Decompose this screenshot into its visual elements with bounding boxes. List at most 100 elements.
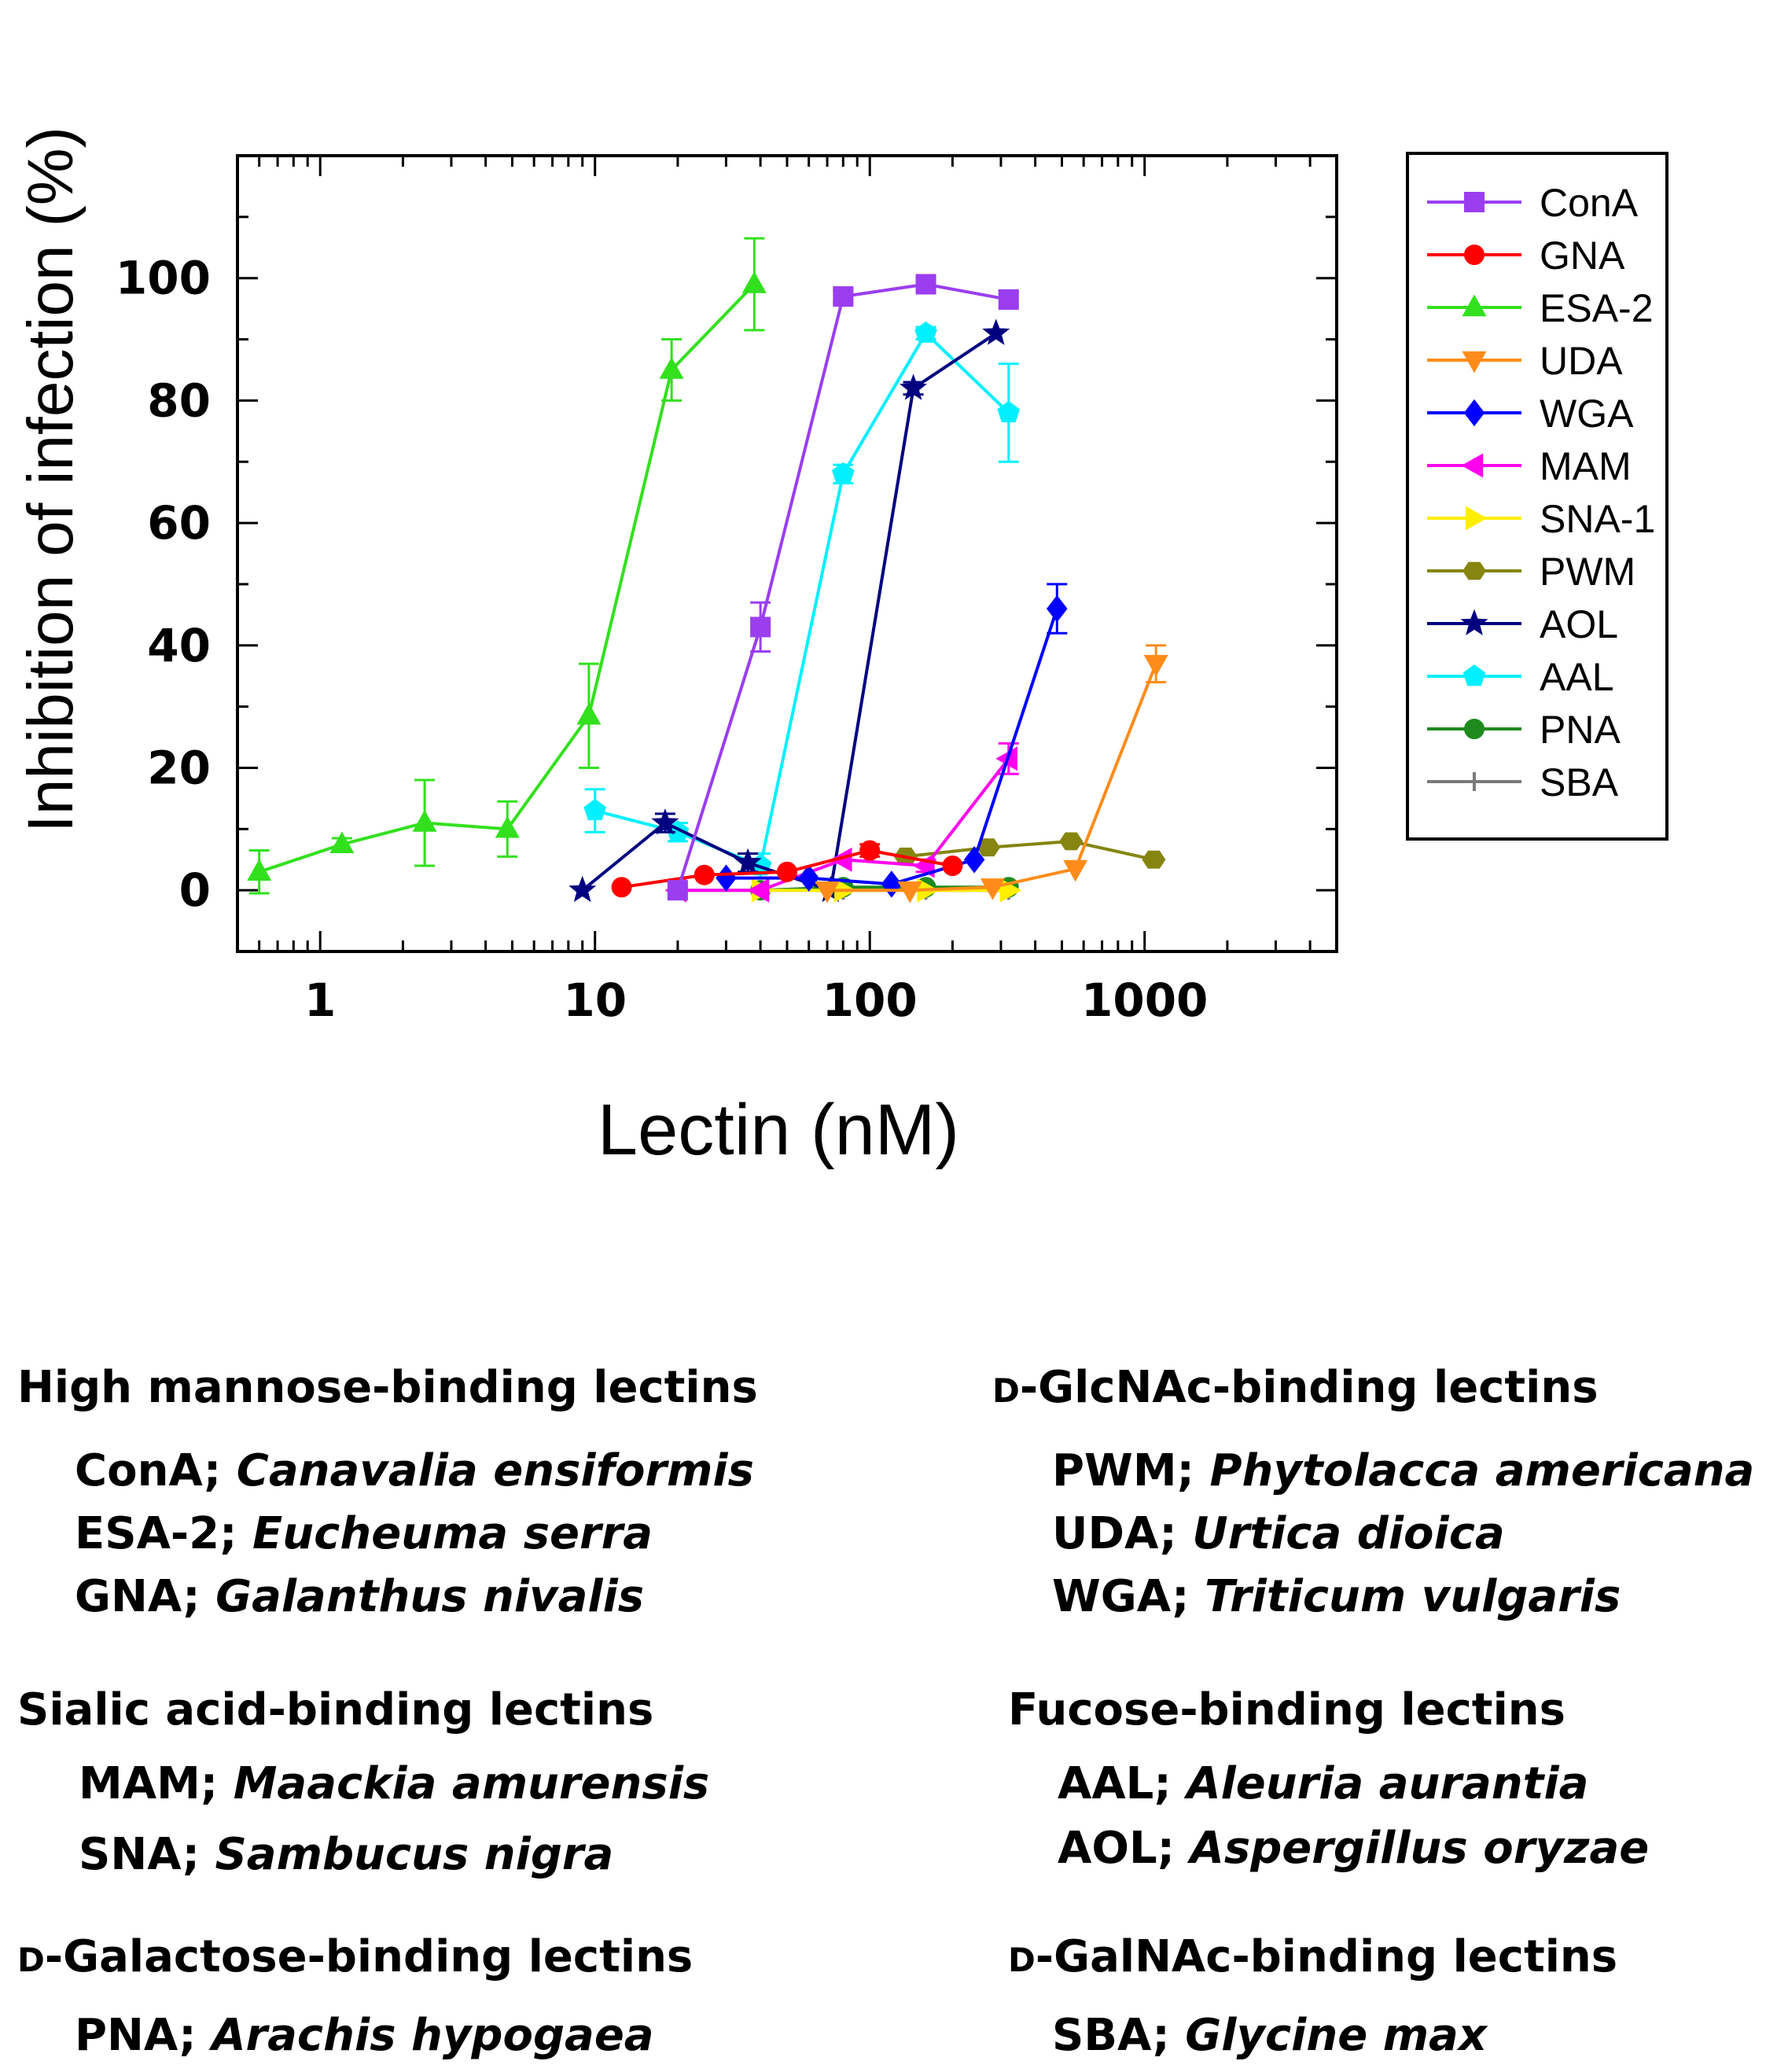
lectin-abbr: ESA-2; — [75, 1508, 253, 1559]
plot-axes: 1 10 100 1000 0 20 40 60 80 100 — [116, 154, 1338, 1027]
species-name: Eucheuma serra — [252, 1508, 653, 1559]
group-item: ConA; Canavalia ensiformis — [75, 1445, 754, 1496]
group-title-glcnac: D-GlcNAc-binding lectins — [992, 1362, 1599, 1413]
species-name: Urtica dioica — [1192, 1508, 1505, 1559]
data-point — [747, 878, 770, 903]
lectin-abbr: UDA; — [1052, 1508, 1193, 1559]
data-point — [568, 875, 597, 903]
group-item: MAM; Maackia amurensis — [79, 1758, 709, 1809]
series-line — [726, 608, 1059, 886]
lectin-abbr: ConA; — [75, 1445, 237, 1496]
legend-entry: WGA — [1427, 392, 1634, 436]
d-prefix: D — [17, 1941, 45, 1979]
species-name: Maackia amurensis — [233, 1758, 710, 1809]
x-tick-label: 100 — [822, 973, 918, 1027]
data-point — [1464, 245, 1485, 265]
lectin-abbr: PWM; — [1052, 1445, 1210, 1496]
legend-label: UDA — [1540, 339, 1623, 383]
data-point — [1463, 399, 1485, 427]
data-point — [651, 808, 679, 835]
lectin-abbr: PNA; — [75, 2010, 212, 2061]
legend-entry: AAL — [1427, 655, 1614, 699]
data-point — [247, 859, 272, 881]
d-prefix: D — [1008, 1941, 1036, 1979]
species-name: Sambucus nigra — [215, 1829, 614, 1880]
data-point — [694, 864, 715, 885]
series-aal — [583, 321, 1021, 880]
species-name: Phytolacca americana — [1209, 1445, 1755, 1496]
data-point — [412, 810, 437, 832]
group-item: PWM; Phytolacca americana — [1052, 1445, 1754, 1496]
species-name: Canavalia ensiformis — [236, 1445, 754, 1496]
data-point — [734, 848, 762, 875]
data-point — [980, 878, 1006, 900]
species-name: Aspergillus oryzae — [1190, 1823, 1650, 1874]
legend-label: MAM — [1540, 444, 1632, 488]
y-axis-label: Inhibition of infection (%) — [15, 127, 86, 833]
legend-entry: SBA — [1427, 760, 1619, 804]
species-name: Arachis hypogaea — [212, 2010, 654, 2061]
x-tick-label: 10 — [563, 973, 627, 1027]
group-title-text: -Galactose-binding lectins — [44, 1931, 694, 1982]
series-gna — [611, 840, 963, 898]
y-tick-label: 60 — [147, 496, 211, 550]
legend-label: ConA — [1540, 181, 1639, 225]
group-item: SNA; Sambucus nigra — [79, 1829, 613, 1880]
data-point — [1063, 859, 1088, 882]
species-name: Aleuria aurantia — [1187, 1758, 1589, 1809]
lectin-abbr: WGA; — [1052, 1571, 1205, 1622]
series-cona — [667, 274, 1019, 901]
species-name: Triticum vulgaris — [1205, 1571, 1621, 1622]
series-line — [594, 330, 1010, 868]
data-point — [798, 864, 819, 892]
data-point — [583, 798, 606, 821]
group-item: ESA-2; Eucheuma serra — [75, 1508, 653, 1559]
data-point — [611, 877, 632, 898]
legend-label: SBA — [1540, 760, 1619, 804]
group-item: GNA; Galanthus nivalis — [75, 1571, 644, 1622]
group-item: AOL; Aspergillus oryzae — [1058, 1823, 1649, 1874]
species-name: Galanthus nivalis — [215, 1571, 645, 1622]
plot-frame — [236, 154, 1338, 953]
lectin-abbr: AOL; — [1058, 1823, 1190, 1874]
group-title-sialic: Sialic acid-binding lectins — [17, 1684, 654, 1735]
legend-entry: UDA — [1427, 339, 1623, 383]
data-point — [1465, 772, 1484, 791]
data-point — [900, 374, 928, 400]
legend-entry: ESA-2 — [1427, 286, 1654, 330]
y-tick-label: 80 — [147, 374, 211, 427]
series-layer — [247, 237, 1168, 904]
y-tick-label: 40 — [147, 619, 211, 672]
data-point — [1461, 453, 1484, 478]
series-aol — [568, 318, 1010, 903]
series-esa-2 — [247, 237, 767, 895]
lectin-inhibition-chart: 1 10 100 1000 0 20 40 60 80 100 ConA GNA ESA-2 UDA WG… — [15, 127, 1669, 1170]
data-point — [915, 274, 936, 295]
data-point — [942, 856, 963, 877]
data-point — [777, 861, 797, 882]
data-point — [1462, 351, 1487, 374]
legend-entry: MAM — [1427, 444, 1632, 488]
data-point — [1142, 850, 1166, 869]
lectin-abbr: GNA; — [75, 1571, 216, 1622]
group-title-text: -GlcNAc-binding lectins — [1019, 1362, 1599, 1413]
group-item: AAL; Aleuria aurantia — [1058, 1758, 1588, 1809]
lectin-abbr: SNA; — [79, 1829, 215, 1880]
data-point — [667, 880, 688, 901]
legend-label: ESA-2 — [1540, 286, 1654, 330]
group-title-text: -GalNAc-binding lectins — [1035, 1931, 1618, 1982]
data-point — [716, 864, 737, 892]
data-point — [982, 318, 1010, 345]
data-point — [1047, 594, 1068, 623]
group-item: PNA; Arachis hypogaea — [75, 2010, 654, 2061]
series-line — [581, 332, 997, 892]
y-tick-label: 20 — [147, 741, 211, 794]
data-point — [832, 462, 855, 484]
data-point — [881, 870, 903, 898]
legend-entry: SNA-1 — [1427, 497, 1655, 541]
y-tick-label: 100 — [116, 252, 211, 305]
d-prefix: D — [992, 1371, 1020, 1410]
data-point — [1143, 654, 1168, 677]
data-point — [897, 881, 922, 904]
y-tick-label: 0 — [179, 863, 211, 917]
